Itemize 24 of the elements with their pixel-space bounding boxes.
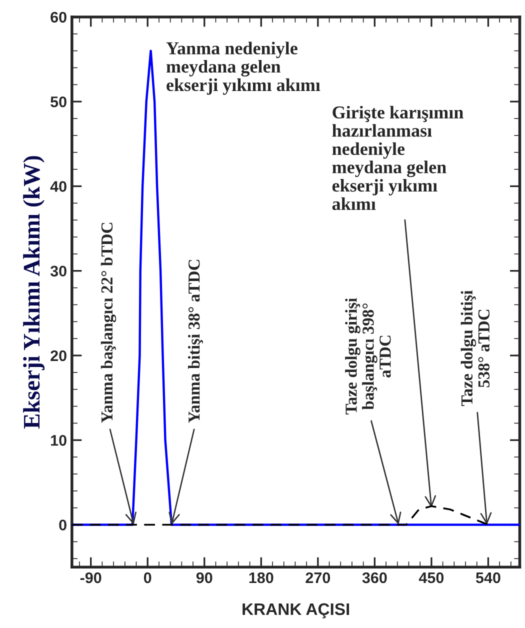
x-tick-label: 450 xyxy=(418,572,444,584)
line-series xyxy=(72,505,490,526)
y-tick-label: 20 xyxy=(50,350,66,362)
annotation: Taze dolgu bitişi 538° aTDC xyxy=(460,290,490,406)
annotation: Yanma bitişi 38° aTDC xyxy=(188,260,203,423)
y-tick-label: 10 xyxy=(51,435,66,446)
annotation: Taze dolgu girişi başlangıcı 398° aTDC xyxy=(345,298,391,414)
y-tick-label: 30 xyxy=(50,266,66,277)
x-axis-title: KRANK AÇISI xyxy=(242,603,350,618)
x-tick-label: 90 xyxy=(196,572,212,584)
x-tick-label: 540 xyxy=(476,572,500,584)
annotation: Yanma nedeniyle meydana gelen ekserji yıkımı akımı xyxy=(166,42,320,95)
y-tick-label: 0 xyxy=(59,520,66,530)
y-tick-label: 50 xyxy=(50,96,66,108)
y-tick-label: 60 xyxy=(50,12,66,23)
y-axis-title: Ekserji Yıkımı Akımı (kW) xyxy=(23,156,45,429)
x-tick-label: 270 xyxy=(306,572,330,584)
y-tick-label: 40 xyxy=(50,181,66,192)
x-tick-label: -90 xyxy=(80,572,102,584)
x-tick-label: 0 xyxy=(144,572,152,584)
annotation: Yanma başlangıcı 22° bTDC xyxy=(100,222,116,423)
x-tick-label: 360 xyxy=(362,572,387,584)
x-tick-label: 180 xyxy=(249,572,274,584)
annotation: Girişte karışımın hazırlanması nedeniyle meydana gelen ekserji yıkımı akımı xyxy=(332,106,464,210)
